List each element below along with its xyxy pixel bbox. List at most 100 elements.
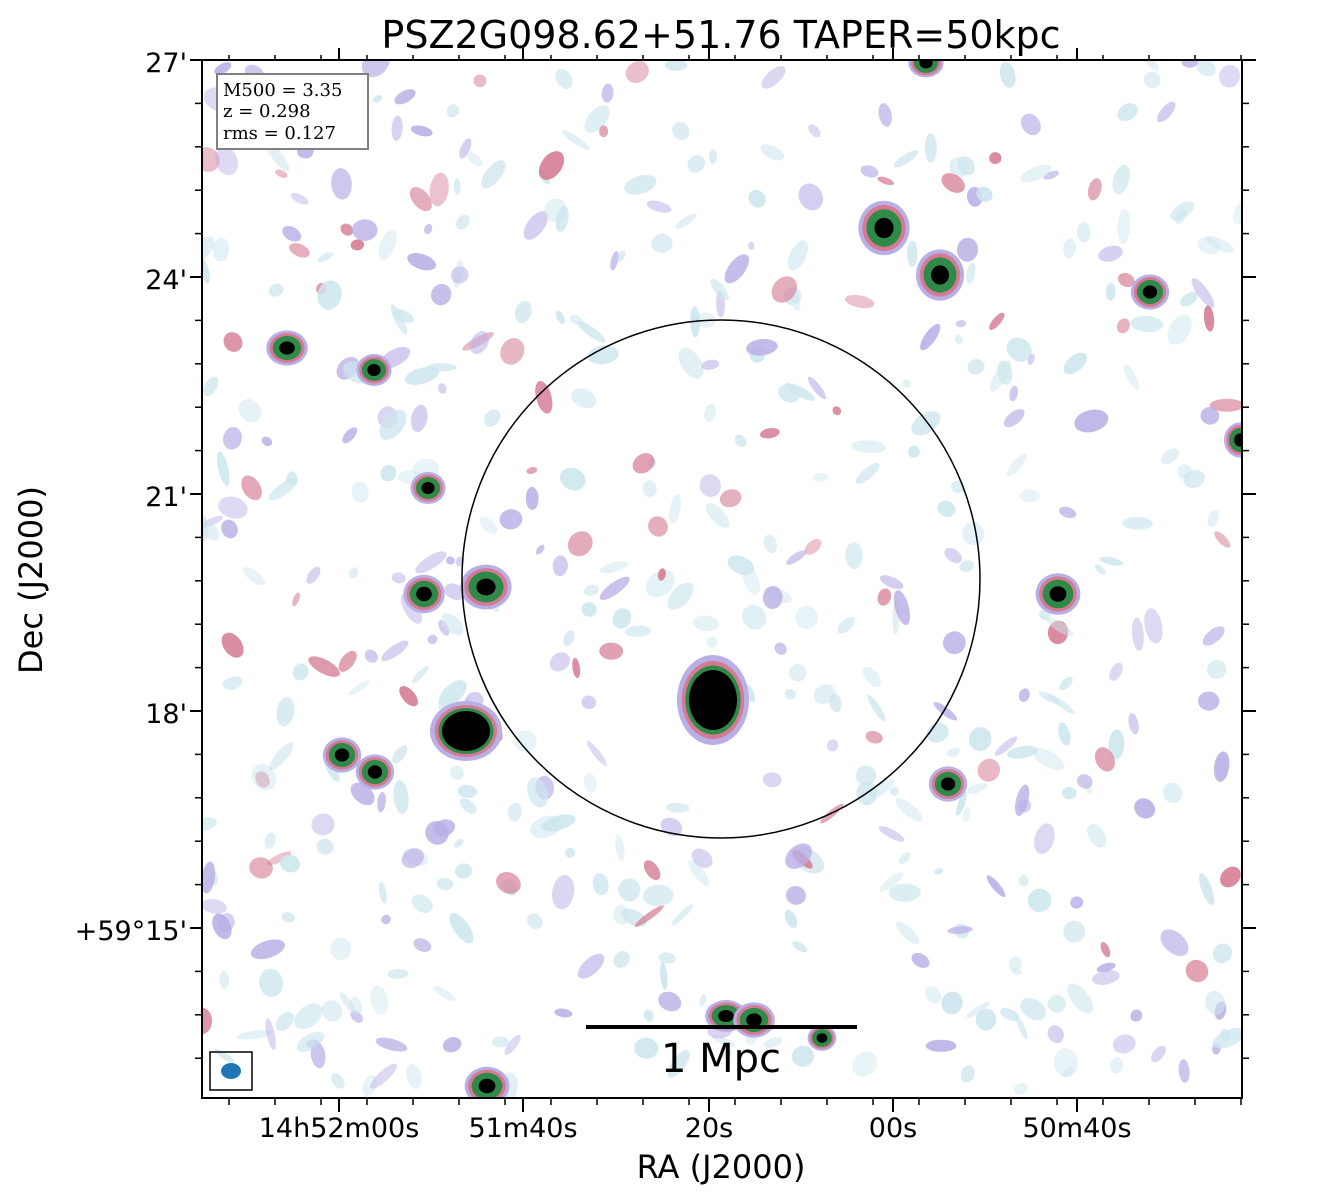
noise-blob bbox=[370, 985, 389, 1015]
noise-blob bbox=[989, 152, 1002, 165]
radio-source bbox=[322, 737, 362, 773]
noise-blob bbox=[610, 251, 619, 271]
noise-blob bbox=[563, 630, 575, 646]
axis-ticks bbox=[190, 48, 1256, 1112]
noise-blob bbox=[826, 739, 839, 752]
noise-blob bbox=[268, 283, 284, 297]
noise-blob bbox=[584, 772, 597, 793]
noise-blob bbox=[1167, 314, 1192, 345]
noise-blob bbox=[216, 451, 230, 487]
noise-blob bbox=[699, 994, 707, 1007]
noise-blob bbox=[379, 409, 407, 441]
noise-blob bbox=[432, 985, 456, 1002]
noise-blob bbox=[795, 606, 818, 630]
noise-blob bbox=[321, 1000, 343, 1022]
noise-blob bbox=[937, 500, 956, 517]
noise-blob bbox=[947, 747, 961, 758]
noise-blob bbox=[785, 885, 806, 905]
noise-blob bbox=[1128, 713, 1139, 735]
noise-blob bbox=[1006, 337, 1032, 362]
noise-blob bbox=[599, 125, 609, 138]
source-contour bbox=[689, 670, 737, 730]
noise-blob bbox=[855, 462, 880, 485]
noise-blob bbox=[349, 680, 370, 696]
noise-blob bbox=[514, 730, 537, 753]
noise-blob bbox=[281, 912, 296, 923]
noise-blob bbox=[1006, 453, 1027, 477]
noise-blob bbox=[202, 899, 227, 914]
noise-blob bbox=[202, 376, 219, 397]
noise-blob bbox=[1131, 617, 1144, 651]
noise-blob bbox=[1110, 1057, 1123, 1074]
noise-blob bbox=[1000, 1008, 1020, 1021]
noise-blob bbox=[837, 616, 856, 634]
noise-blob bbox=[890, 787, 899, 796]
noise-blob bbox=[1063, 238, 1076, 259]
source-contour bbox=[476, 578, 496, 596]
noise-blob bbox=[504, 1034, 521, 1056]
noise-blob bbox=[967, 359, 985, 375]
noise-blob bbox=[1032, 748, 1065, 771]
noise-blob bbox=[454, 863, 472, 879]
noise-blob bbox=[1212, 1027, 1242, 1049]
noise-blob bbox=[276, 696, 295, 727]
noise-blob bbox=[338, 650, 357, 672]
y-tick-label: 21' bbox=[145, 482, 187, 513]
noise-blob bbox=[1143, 71, 1161, 89]
noise-blob bbox=[479, 517, 498, 535]
source-contour bbox=[746, 1013, 762, 1027]
noise-blob bbox=[415, 551, 447, 574]
noise-blob bbox=[962, 521, 985, 546]
noise-blob bbox=[399, 686, 418, 707]
noise-blob bbox=[1157, 101, 1176, 123]
noise-blob bbox=[1122, 517, 1153, 530]
noise-blob bbox=[851, 440, 887, 453]
noise-blob bbox=[615, 834, 625, 861]
noise-blob bbox=[249, 857, 273, 879]
noise-blob bbox=[642, 884, 674, 907]
noise-blob bbox=[1207, 510, 1220, 527]
noise-blob bbox=[1027, 888, 1052, 913]
noise-blob bbox=[632, 453, 655, 474]
noise-blob bbox=[441, 613, 464, 636]
noise-blob bbox=[352, 219, 378, 241]
noise-blob bbox=[966, 782, 988, 795]
noise-blob bbox=[340, 223, 354, 236]
noise-blob bbox=[404, 366, 440, 385]
noise-blob bbox=[445, 556, 455, 565]
noise-blob bbox=[785, 843, 813, 869]
noise-blob bbox=[855, 765, 877, 786]
noise-blob bbox=[761, 66, 786, 89]
noise-blob bbox=[646, 200, 672, 213]
noise-blob bbox=[1087, 178, 1102, 201]
source-contour bbox=[416, 586, 432, 602]
noise-blob bbox=[612, 608, 632, 629]
noise-blob bbox=[469, 331, 490, 354]
noise-blob bbox=[459, 798, 477, 814]
noise-blob bbox=[1205, 235, 1235, 253]
noise-blob bbox=[311, 813, 335, 836]
noise-blob bbox=[1020, 997, 1047, 1021]
noise-blob bbox=[1161, 448, 1179, 465]
noise-blob bbox=[378, 881, 387, 904]
noise-blob bbox=[613, 951, 630, 968]
noise-blob bbox=[331, 168, 352, 200]
noise-blob bbox=[955, 320, 967, 328]
noise-blob bbox=[877, 588, 892, 606]
noise-blob bbox=[624, 174, 657, 195]
noise-blob bbox=[583, 584, 599, 596]
noise-blob bbox=[581, 695, 597, 710]
noise-blob bbox=[1118, 272, 1135, 288]
noise-blob bbox=[893, 150, 919, 168]
noise-blob bbox=[364, 649, 378, 663]
noise-blob bbox=[763, 1037, 783, 1048]
noise-blob bbox=[1043, 170, 1059, 180]
noise-blob bbox=[956, 237, 979, 262]
noise-blob bbox=[1108, 729, 1125, 760]
noise-blob bbox=[1160, 929, 1189, 957]
noise-blob bbox=[986, 875, 1006, 897]
radio-source bbox=[807, 1025, 837, 1051]
noise-blob bbox=[643, 860, 661, 881]
scale-bar: 1 Mpc bbox=[586, 1025, 857, 1082]
noise-blob bbox=[1197, 237, 1221, 255]
